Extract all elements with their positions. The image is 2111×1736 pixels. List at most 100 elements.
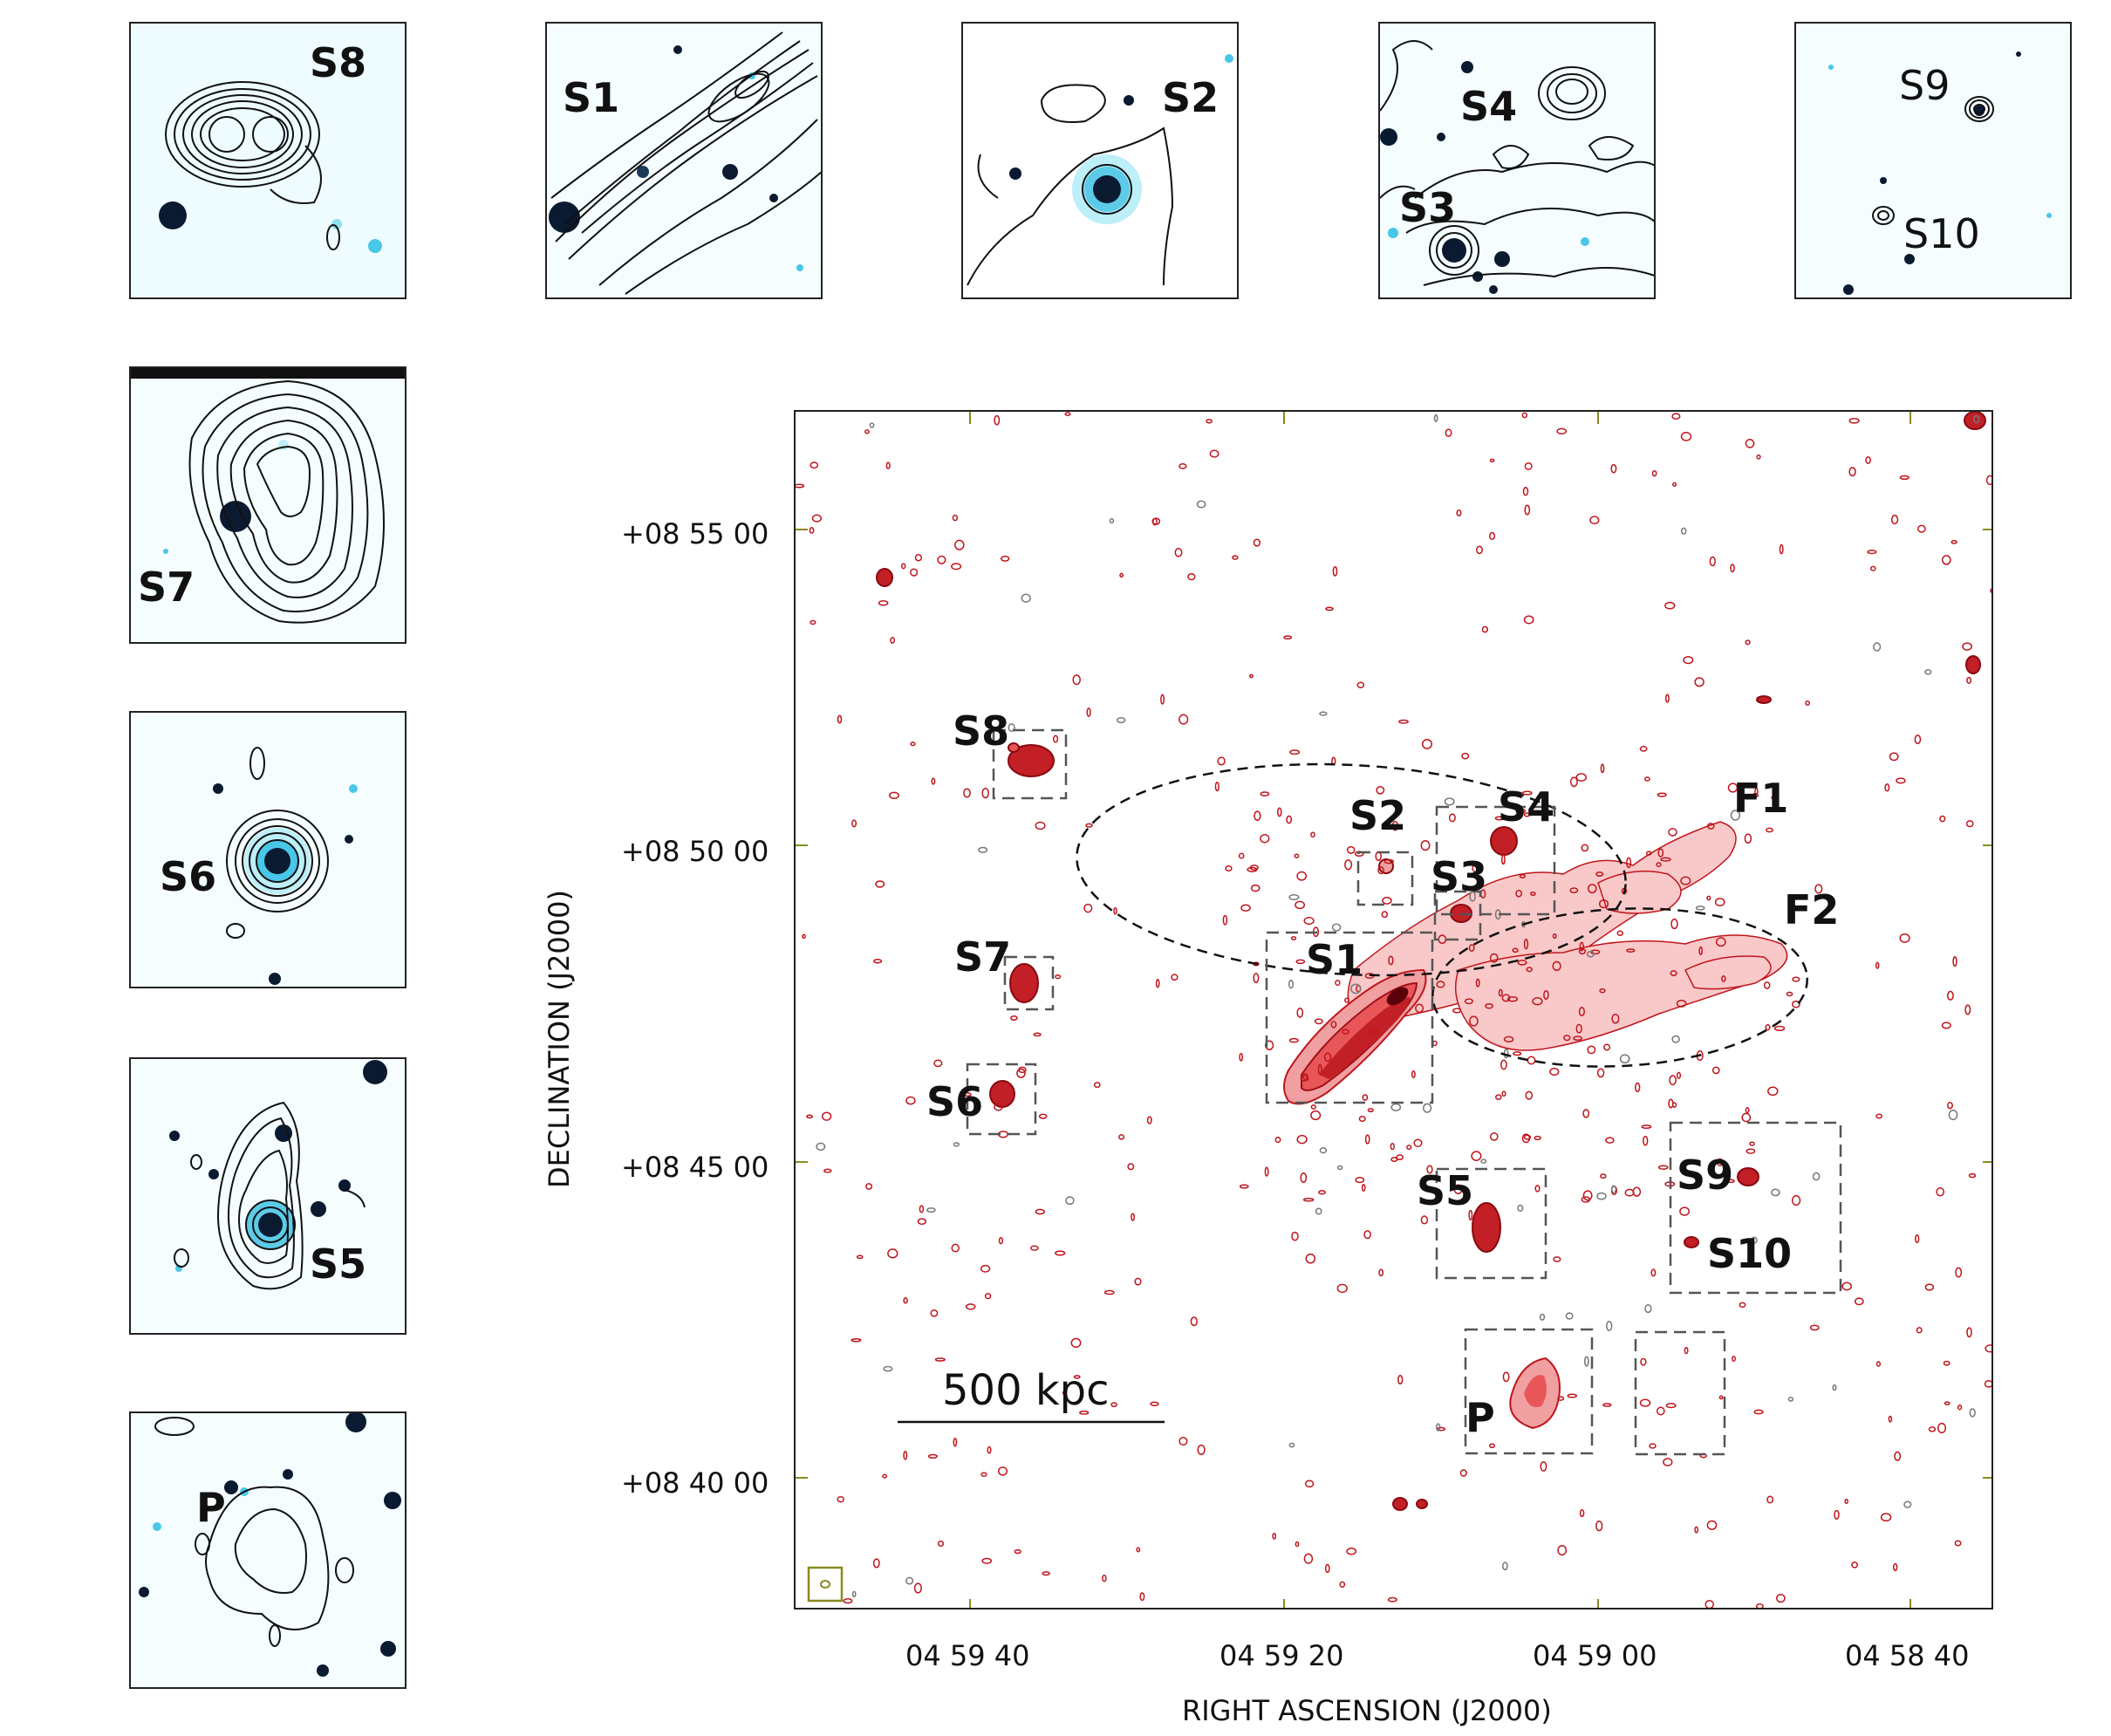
- noise-contour: [885, 461, 891, 470]
- noise-contour: [1610, 463, 1617, 474]
- noise-contour: [823, 1168, 832, 1173]
- noise-contour: [1672, 482, 1677, 487]
- noise-contour: [1038, 1113, 1048, 1119]
- noise-contour: [1336, 1165, 1343, 1171]
- noise-contour: [1848, 417, 1860, 424]
- noise-contour: [882, 1473, 888, 1479]
- noise-contour: [837, 714, 843, 724]
- noise-contour: [1586, 950, 1595, 958]
- noise-contour: [1448, 813, 1456, 823]
- noise-contour: [1344, 997, 1349, 1003]
- noise-contour: [1421, 738, 1433, 749]
- noise-contour: [1705, 1600, 1714, 1608]
- noise-contour: [1436, 981, 1445, 988]
- noise-contour: [910, 742, 916, 747]
- noise-contour: [1254, 810, 1261, 822]
- noise-contour: [1102, 1574, 1107, 1582]
- noise-contour: [1064, 412, 1071, 416]
- noise-contour: [1894, 1451, 1902, 1461]
- noise-contour: [1914, 735, 1922, 745]
- noise-contour: [1468, 1209, 1473, 1220]
- noise-contour: [1398, 719, 1409, 724]
- noise-contour: [1848, 467, 1856, 477]
- noise-contour: [1498, 988, 1503, 997]
- main-label-s1: S1: [1306, 936, 1363, 983]
- noise-contour: [1035, 821, 1046, 830]
- noise-contour: [1884, 783, 1890, 792]
- noise-contour: [1501, 854, 1506, 865]
- y-tick-label: +08 55 00: [621, 517, 769, 550]
- noise-contour: [1721, 974, 1726, 982]
- noise-contour: [965, 1303, 976, 1310]
- noise-contour: [917, 1218, 927, 1226]
- noise-contour: [1916, 1327, 1923, 1334]
- noise-contour: [1502, 1562, 1508, 1571]
- noise-contour: [1776, 1593, 1786, 1603]
- noise-contour: [1317, 1063, 1322, 1076]
- y-tick-label: +08 50 00: [621, 835, 769, 868]
- noise-contour: [1286, 815, 1293, 824]
- noise-contour: [1420, 839, 1431, 851]
- noise-contour: [1787, 1397, 1794, 1402]
- noise-contour: [821, 1111, 832, 1121]
- noise-contour: [987, 1446, 992, 1454]
- noise-contour: [1873, 642, 1882, 652]
- noise-contour: [1644, 1304, 1652, 1314]
- noise-contour: [1786, 991, 1793, 997]
- noise-contour: [1310, 831, 1315, 838]
- noise-contour: [1950, 540, 1957, 544]
- noise-contour: [1315, 1207, 1322, 1215]
- noise-contour: [1303, 1553, 1314, 1564]
- noise-contour: [980, 1472, 987, 1478]
- noise-contour: [816, 1142, 826, 1152]
- noise-contour: [1523, 939, 1529, 950]
- noise-contour: [1437, 1426, 1446, 1432]
- noise-contour: [1295, 959, 1306, 965]
- noise-contour: [1368, 1029, 1379, 1035]
- noise-contour: [1339, 1581, 1346, 1588]
- noise-contour: [1461, 752, 1470, 760]
- noise-contour: [1513, 1051, 1522, 1056]
- noise-contour: [1928, 1426, 1937, 1432]
- inset-label-s6: S6: [160, 853, 217, 900]
- noise-contour: [984, 1293, 992, 1300]
- noise-contour: [837, 1495, 844, 1503]
- x-axis-title: RIGHT ASCENSION (J2000): [1182, 1694, 1552, 1727]
- noise-contour: [1420, 1215, 1429, 1225]
- noise-contour: [1600, 763, 1605, 774]
- noise-contour: [1134, 1277, 1142, 1286]
- noise-contour: [951, 563, 962, 571]
- noise-contour: [1503, 1035, 1514, 1042]
- noise-contour: [1969, 1408, 1976, 1418]
- noise-contour: [1103, 1289, 1115, 1295]
- noise-contour: [1178, 462, 1187, 469]
- noise-contour: [843, 1597, 853, 1604]
- noise-contour: [1575, 1023, 1582, 1034]
- noise-contour: [1248, 673, 1254, 679]
- noise-contour: [873, 959, 883, 964]
- noise-contour: [1718, 1395, 1724, 1400]
- noise-contour: [1469, 891, 1476, 902]
- noise-contour: [811, 514, 823, 523]
- noise-contour: [1346, 1548, 1357, 1555]
- noise-contour: [1274, 1136, 1281, 1144]
- noise-contour: [1766, 827, 1773, 833]
- noise-contour: [1411, 1070, 1416, 1079]
- noise-contour: [1113, 906, 1117, 915]
- noise-contour: [806, 1114, 814, 1119]
- noise-contour: [1587, 1045, 1596, 1055]
- noise-contour: [1356, 681, 1365, 689]
- noise-contour: [1086, 707, 1091, 717]
- noise-contour: [1178, 714, 1189, 725]
- noise-contour: [1468, 944, 1475, 953]
- noise-contour: [1890, 515, 1899, 525]
- noise-contour: [1288, 1442, 1295, 1448]
- noise-contour: [978, 846, 988, 853]
- noise-contour: [903, 1297, 908, 1304]
- noise-contour: [1596, 1192, 1607, 1200]
- noise-contour: [1453, 1184, 1463, 1194]
- noise-contour: [1378, 1268, 1384, 1277]
- noise-contour: [1264, 1166, 1269, 1177]
- noise-contour: [890, 636, 896, 644]
- main-label-s4: S4: [1498, 783, 1555, 830]
